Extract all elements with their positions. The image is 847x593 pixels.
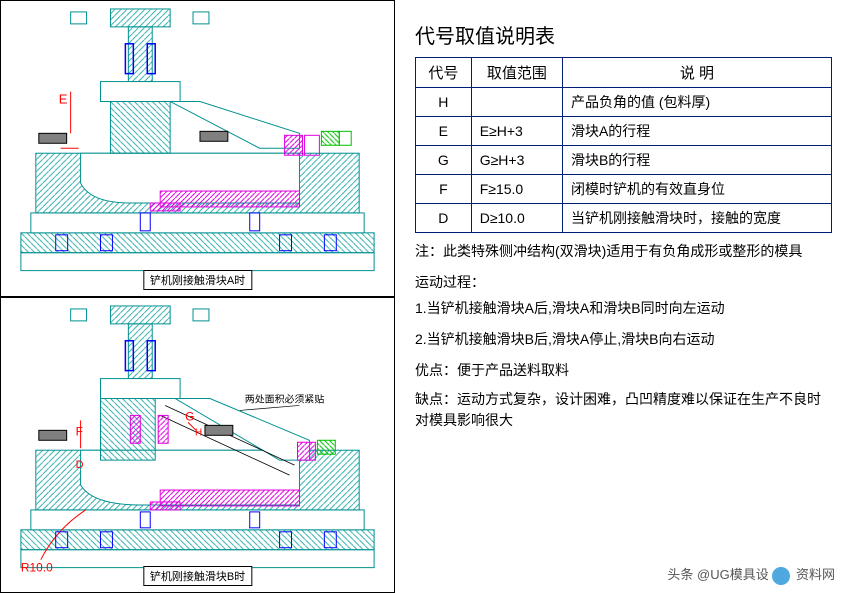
label-F: F	[76, 424, 83, 438]
diagrams-column: E 铲机刚接触滑块A时	[0, 0, 395, 593]
header-range: 取值范围	[471, 58, 562, 88]
header-code: 代号	[416, 58, 472, 88]
label-R: R10.0	[21, 560, 53, 574]
table-row: FF≥15.0闭模时铲机的有效直身位	[416, 175, 832, 204]
table-title: 代号取值说明表	[415, 20, 832, 49]
table-row: H产品负角的值 (包料厚)	[416, 88, 832, 117]
table-row: DD≥10.0当铲机刚接触滑块时，接触的宽度	[416, 204, 832, 233]
watermark-prefix: 头条 @UG模具设	[667, 567, 768, 582]
pros-text: 优点：便于产品送料取料	[415, 360, 832, 381]
watermark-logo-icon	[772, 567, 790, 585]
diagram-top-caption: 铲机刚接触滑块A时	[143, 270, 252, 290]
diagram-bottom: F G H D R10.0 两处面积必须紧贴	[0, 297, 395, 593]
table-row: EE≥H+3滑块A的行程	[416, 117, 832, 146]
note-text: 注：此类特殊侧冲结构(双滑块)适用于有负角成形或整形的模具	[415, 241, 832, 262]
step-1: 1.当铲机接触滑块A后,滑块A和滑块B同时向左运动	[415, 298, 832, 319]
watermark-suffix: 资料网	[796, 567, 835, 582]
diagram-top: E 铲机刚接触滑块A时	[0, 0, 395, 297]
header-desc: 说 明	[562, 58, 831, 88]
spec-table: 代号 取值范围 说 明 H产品负角的值 (包料厚) EE≥H+3滑块A的行程 G…	[415, 57, 832, 233]
label-H: H	[195, 427, 202, 438]
motion-label: 运动过程：	[415, 272, 832, 292]
label-D: D	[76, 459, 84, 471]
step-2: 2.当铲机接触滑块B后,滑块A停止,滑块B向右运动	[415, 329, 832, 350]
table-row: GG≥H+3滑块B的行程	[416, 146, 832, 175]
table-header-row: 代号 取值范围 说 明	[416, 58, 832, 88]
label-E: E	[59, 91, 68, 106]
watermark: 头条 @UG模具设 资料网	[667, 564, 835, 585]
label-G: G	[185, 409, 194, 423]
diagram-bottom-caption: 铲机刚接触滑块B时	[143, 566, 252, 586]
description-column: 代号取值说明表 代号 取值范围 说 明 H产品负角的值 (包料厚) EE≥H+3…	[395, 0, 847, 593]
cons-text: 缺点：运动方式复杂，设计困难，凸凹精度难以保证在生产不良时对模具影响很大	[415, 389, 832, 431]
diagram-note: 两处面积必须紧贴	[245, 392, 325, 405]
